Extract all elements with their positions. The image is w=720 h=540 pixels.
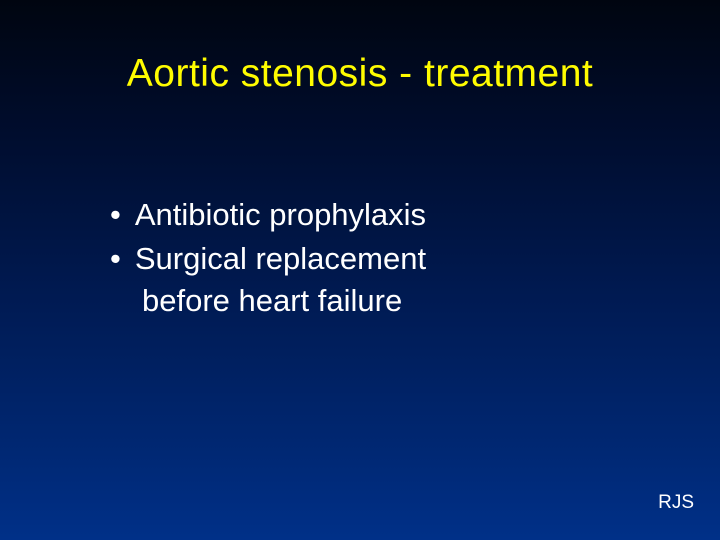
bullet-text: Surgical replacement [135,239,426,279]
bullet-item: • Antibiotic prophylaxis [108,195,426,235]
slide-title: Aortic stenosis - treatment [0,0,720,96]
bullet-text: Antibiotic prophylaxis [135,195,426,235]
bullet-marker-icon: • [110,195,121,235]
bullet-list: • Antibiotic prophylaxis • Surgical repl… [108,195,426,321]
bullet-text-continue: before heart failure [142,281,426,321]
bullet-marker-icon: • [110,239,121,279]
bullet-item: • Surgical replacement [108,239,426,279]
slide: Aortic stenosis - treatment • Antibiotic… [0,0,720,540]
footer-initials: RJS [658,492,694,514]
